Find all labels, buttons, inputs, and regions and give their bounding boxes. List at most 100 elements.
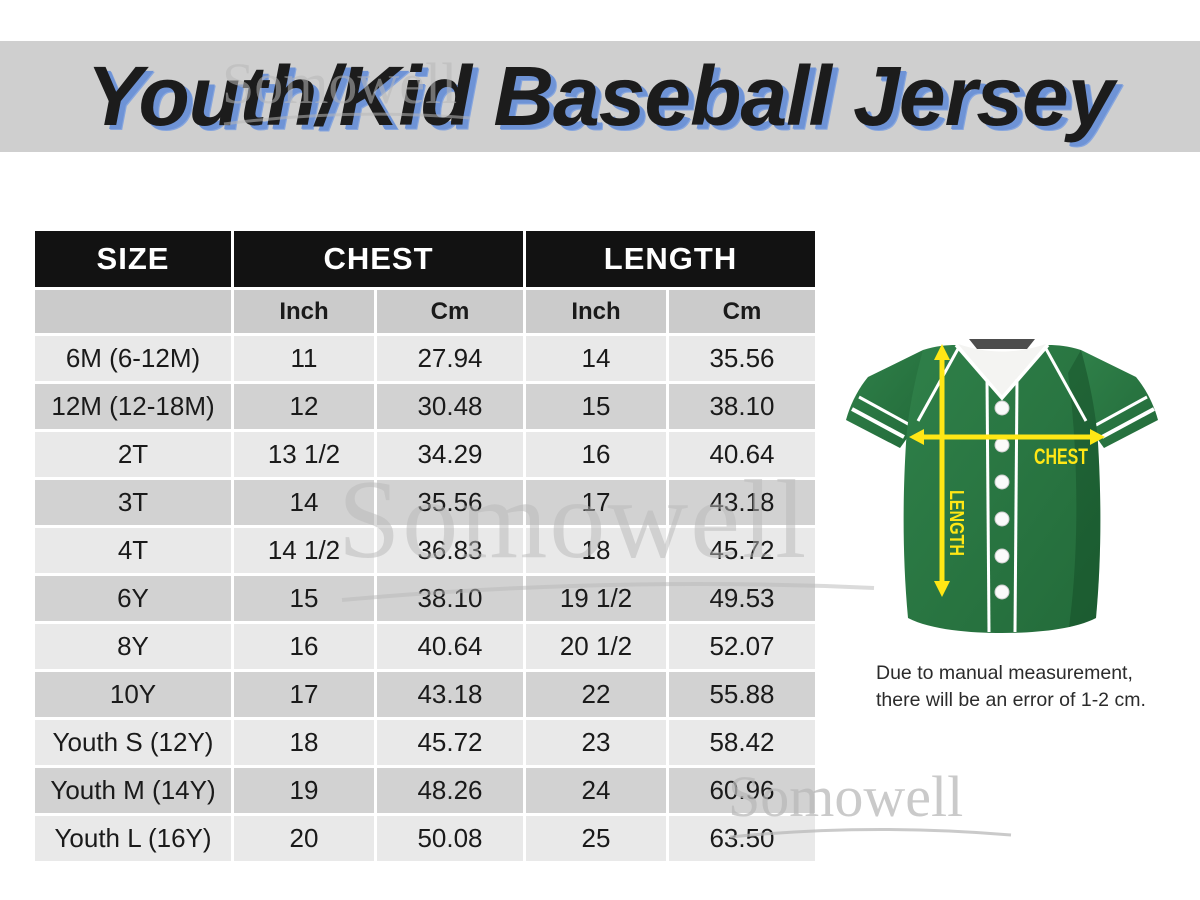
subheader-length-cm: Cm [669,290,815,333]
jersey-figure: CHEST LENGTH [838,333,1168,645]
size-cell: 12M (12-18M) [35,384,231,429]
size-cell: Youth M (14Y) [35,768,231,813]
raglan-seam [916,346,961,422]
value-cell: 19 [234,768,374,813]
table-row: Youth S (12Y) 18 45.72 23 58.42 [35,720,815,765]
value-cell: 16 [526,432,666,477]
subheader-empty [35,290,231,333]
size-cell: 3T [35,480,231,525]
value-cell: 40.64 [377,624,523,669]
length-arrow [934,344,950,597]
header-length: LENGTH [526,231,815,287]
value-cell: 12 [234,384,374,429]
value-cell: 17 [234,672,374,717]
value-cell: 18 [526,528,666,573]
value-cell: 13 1/2 [234,432,374,477]
header-size: SIZE [35,231,231,287]
value-cell: 63.50 [669,816,815,861]
subheader-chest-cm: Cm [377,290,523,333]
value-cell: 49.53 [669,576,815,621]
value-cell: 30.48 [377,384,523,429]
title-banner [0,41,1200,152]
value-cell: 58.42 [669,720,815,765]
placket-line [1013,378,1019,633]
size-chart-table: SIZE CHEST LENGTH Inch Cm Inch Cm 6M (6-… [32,228,818,864]
table-row: 12M (12-18M) 12 30.48 15 38.10 [35,384,815,429]
size-cell: Youth L (16Y) [35,816,231,861]
value-cell: 14 [526,336,666,381]
table-row: 3T 14 35.56 17 43.18 [35,480,815,525]
placket-line [985,378,991,633]
table-row: 2T 13 1/2 34.29 16 40.64 [35,432,815,477]
value-cell: 17 [526,480,666,525]
jersey-back-collar [969,339,1035,349]
size-cell: 6Y [35,576,231,621]
value-cell: 14 [234,480,374,525]
value-cell: 43.18 [377,672,523,717]
table-row: 10Y 17 43.18 22 55.88 [35,672,815,717]
size-cell: 6M (6-12M) [35,336,231,381]
table-header-row: SIZE CHEST LENGTH [35,231,815,287]
size-cell: Youth S (12Y) [35,720,231,765]
jersey-buttons [994,400,1010,600]
value-cell: 38.10 [669,384,815,429]
value-cell: 40.64 [669,432,815,477]
table-subheader-row: Inch Cm Inch Cm [35,290,815,333]
value-cell: 24 [526,768,666,813]
page-title: Youth/Kid Baseball Jersey [86,49,1115,143]
table-row: 6Y 15 38.10 19 1/2 49.53 [35,576,815,621]
length-label: LENGTH [945,490,967,556]
value-cell: 38.10 [377,576,523,621]
jersey-collar-piping [954,343,1050,401]
value-cell: 15 [234,576,374,621]
sleeve-stripe [851,407,905,439]
sleeve-stripe [1095,395,1148,427]
value-cell: 25 [526,816,666,861]
subheader-length-inch: Inch [526,290,666,333]
jersey-image: CHEST LENGTH [846,339,1158,633]
value-cell: 11 [234,336,374,381]
value-cell: 20 1/2 [526,624,666,669]
value-cell: 14 1/2 [234,528,374,573]
jersey-neck-inner [958,344,1046,396]
table-row: Youth M (14Y) 19 48.26 24 60.96 [35,768,815,813]
sleeve-stripe [1101,407,1155,439]
measurement-note: Due to manual measurement, there will be… [876,660,1156,714]
subheader-chest-inch: Inch [234,290,374,333]
table-body: 6M (6-12M) 11 27.94 14 35.56 12M (12-18M) 12 30… [35,336,815,861]
table-row: 8Y 16 40.64 20 1/2 52.07 [35,624,815,669]
size-cell: 4T [35,528,231,573]
jersey-sleeves [846,350,1158,448]
value-cell: 52.07 [669,624,815,669]
note-line-1: Due to manual measurement, [876,662,1133,684]
value-cell: 45.72 [377,720,523,765]
value-cell: 45.72 [669,528,815,573]
value-cell: 19 1/2 [526,576,666,621]
table-row: Youth L (16Y) 20 50.08 25 63.50 [35,816,815,861]
table-row: 6M (6-12M) 11 27.94 14 35.56 [35,336,815,381]
note-line-2: there will be an error of 1-2 cm. [876,689,1146,711]
value-cell: 20 [234,816,374,861]
value-cell: 48.26 [377,768,523,813]
value-cell: 36.83 [377,528,523,573]
value-cell: 34.29 [377,432,523,477]
size-cell: 2T [35,432,231,477]
header-chest: CHEST [234,231,523,287]
raglan-seam [1043,346,1088,422]
value-cell: 35.56 [669,336,815,381]
value-cell: 15 [526,384,666,429]
chest-label: CHEST [1034,444,1088,469]
value-cell: 18 [234,720,374,765]
value-cell: 22 [526,672,666,717]
value-cell: 43.18 [669,480,815,525]
value-cell: 27.94 [377,336,523,381]
size-cell: 10Y [35,672,231,717]
value-cell: 55.88 [669,672,815,717]
value-cell: 35.56 [377,480,523,525]
size-cell: 8Y [35,624,231,669]
sleeve-stripe [858,395,911,427]
chest-arrow [909,429,1105,445]
value-cell: 60.96 [669,768,815,813]
value-cell: 23 [526,720,666,765]
jersey-shadow [1068,350,1101,627]
